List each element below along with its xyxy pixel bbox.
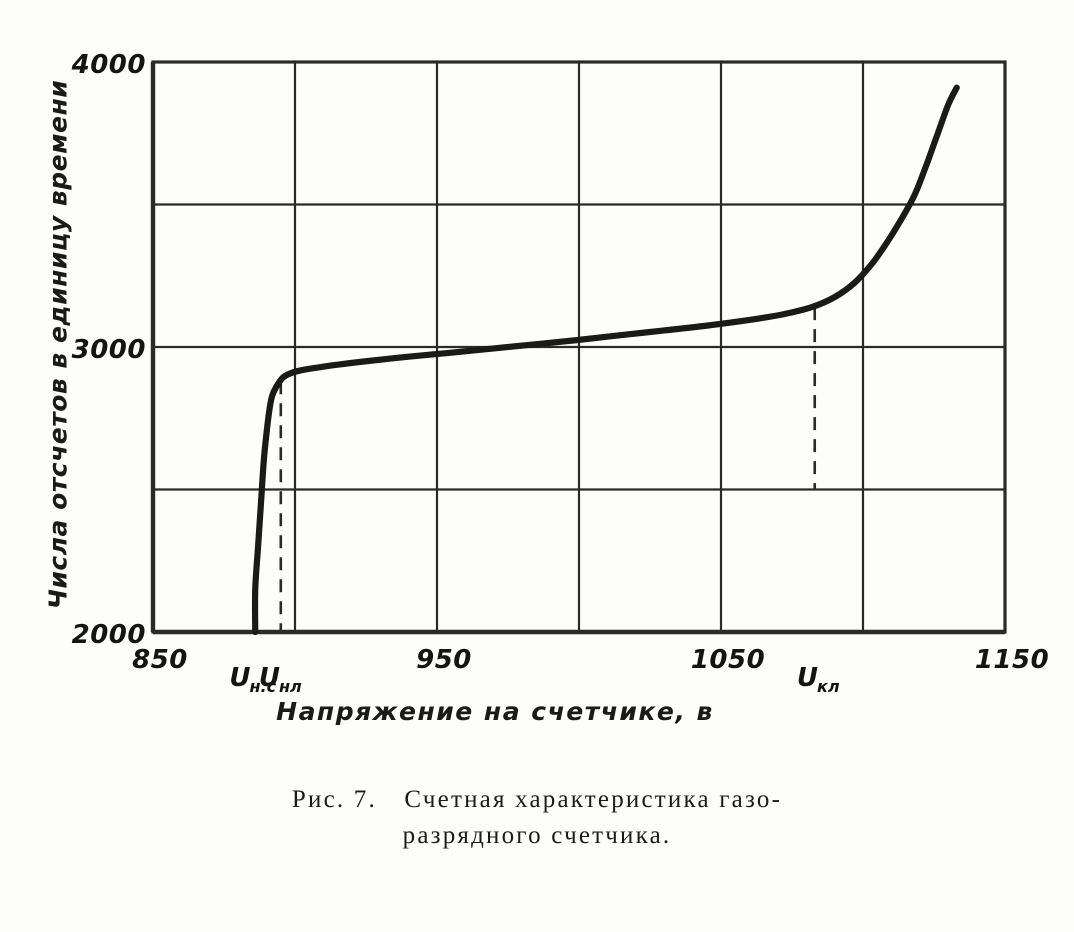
caption-figure-number: Рис. 7.	[291, 786, 377, 813]
marker-label-main: U	[229, 663, 251, 693]
x-axis-title: Напряжение на счетчике, в	[276, 697, 714, 726]
marker-label-main: U	[258, 663, 280, 693]
marker-label-sub: кл	[816, 677, 840, 696]
marker-dashed-lines	[279, 307, 817, 632]
figure-caption: Рис. 7. Счетная характеристика газо- раз…	[0, 782, 1074, 853]
marker-label-u-kl: Uкл	[796, 663, 841, 696]
y-tick-label-4000: 4000	[71, 50, 146, 80]
marker-label-sub: нл	[278, 677, 302, 696]
axis-frame	[150, 60, 1007, 635]
data-curve	[251, 84, 960, 636]
caption-line-2: разрядного счетчика.	[402, 821, 672, 849]
counting-curve	[251, 84, 960, 636]
caption-line-1: Рис. 7. Счетная характеристика газо-	[0, 782, 1074, 818]
counting-characteristic-chart	[150, 60, 1007, 636]
x-tick-label-1050: 1050	[690, 645, 766, 675]
marker-label-u-ns: Uн.с	[229, 663, 277, 696]
marker-label-sub: н.с	[249, 677, 277, 696]
y-tick-label-3000: 3000	[71, 335, 146, 365]
marker-label-u-nl: Uнл	[258, 663, 303, 696]
y-tick-label-2000: 2000	[71, 620, 146, 650]
caption-line-1-text: Счетная характеристика газо-	[404, 786, 783, 813]
x-tick-label-850: 850	[132, 645, 188, 675]
x-tick-label-950: 950	[416, 645, 472, 675]
marker-label-main: U	[796, 663, 818, 693]
x-tick-label-1150: 1150	[974, 645, 1050, 675]
